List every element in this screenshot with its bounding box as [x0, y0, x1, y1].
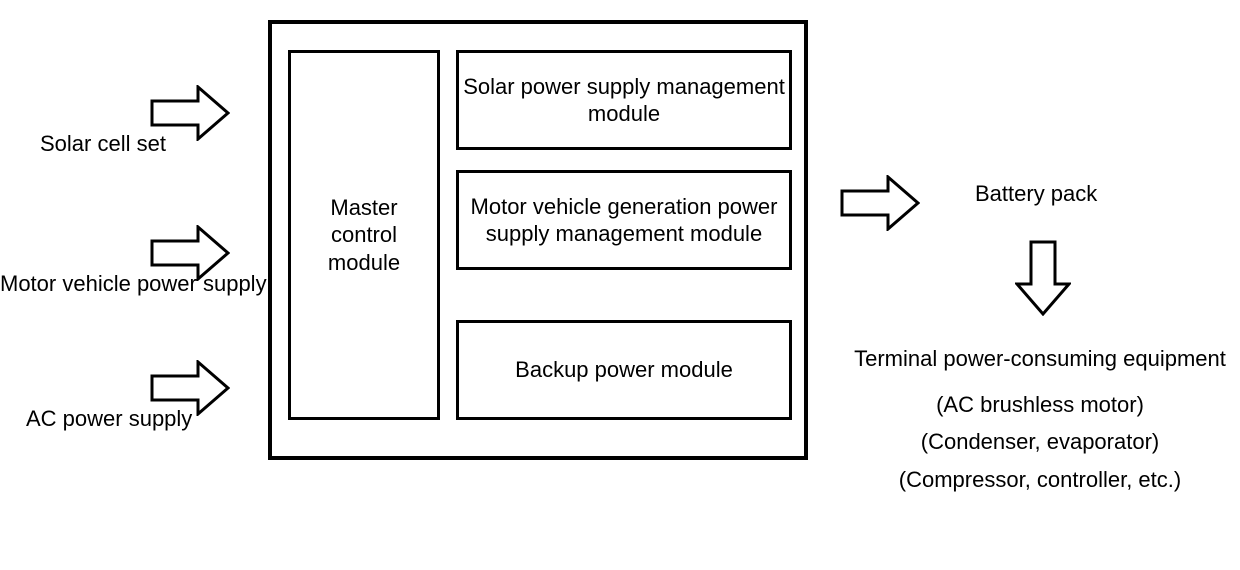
- module-master-label: Master control module: [295, 194, 433, 277]
- module-backup: Backup power module: [456, 320, 792, 420]
- terminal-block: Terminal power-consuming equipment (AC b…: [840, 345, 1240, 493]
- module-vehicle-label: Motor vehicle generation power supply ma…: [463, 193, 785, 248]
- module-solar: Solar power supply management module: [456, 50, 792, 150]
- input-label-motor: Motor vehicle power supply: [0, 270, 280, 298]
- input-label-solar: Solar cell set: [40, 130, 240, 158]
- module-solar-label: Solar power supply management module: [463, 73, 785, 128]
- module-backup-label: Backup power module: [515, 356, 733, 384]
- arrow-to-battery: [840, 175, 920, 231]
- terminal-line-1: (Condenser, evaporator): [840, 428, 1240, 456]
- terminal-line-2: (Compressor, controller, etc.): [840, 466, 1240, 494]
- input-label-ac: AC power supply: [26, 405, 246, 433]
- terminal-line-0: (AC brushless motor): [840, 391, 1240, 419]
- arrow-to-terminal: [1015, 240, 1071, 316]
- battery-label: Battery pack: [975, 180, 1155, 208]
- diagram-canvas: Solar cell set Motor vehicle power suppl…: [0, 0, 1240, 570]
- module-vehicle: Motor vehicle generation power supply ma…: [456, 170, 792, 270]
- terminal-title: Terminal power-consuming equipment: [840, 345, 1240, 373]
- module-master: Master control module: [288, 50, 440, 420]
